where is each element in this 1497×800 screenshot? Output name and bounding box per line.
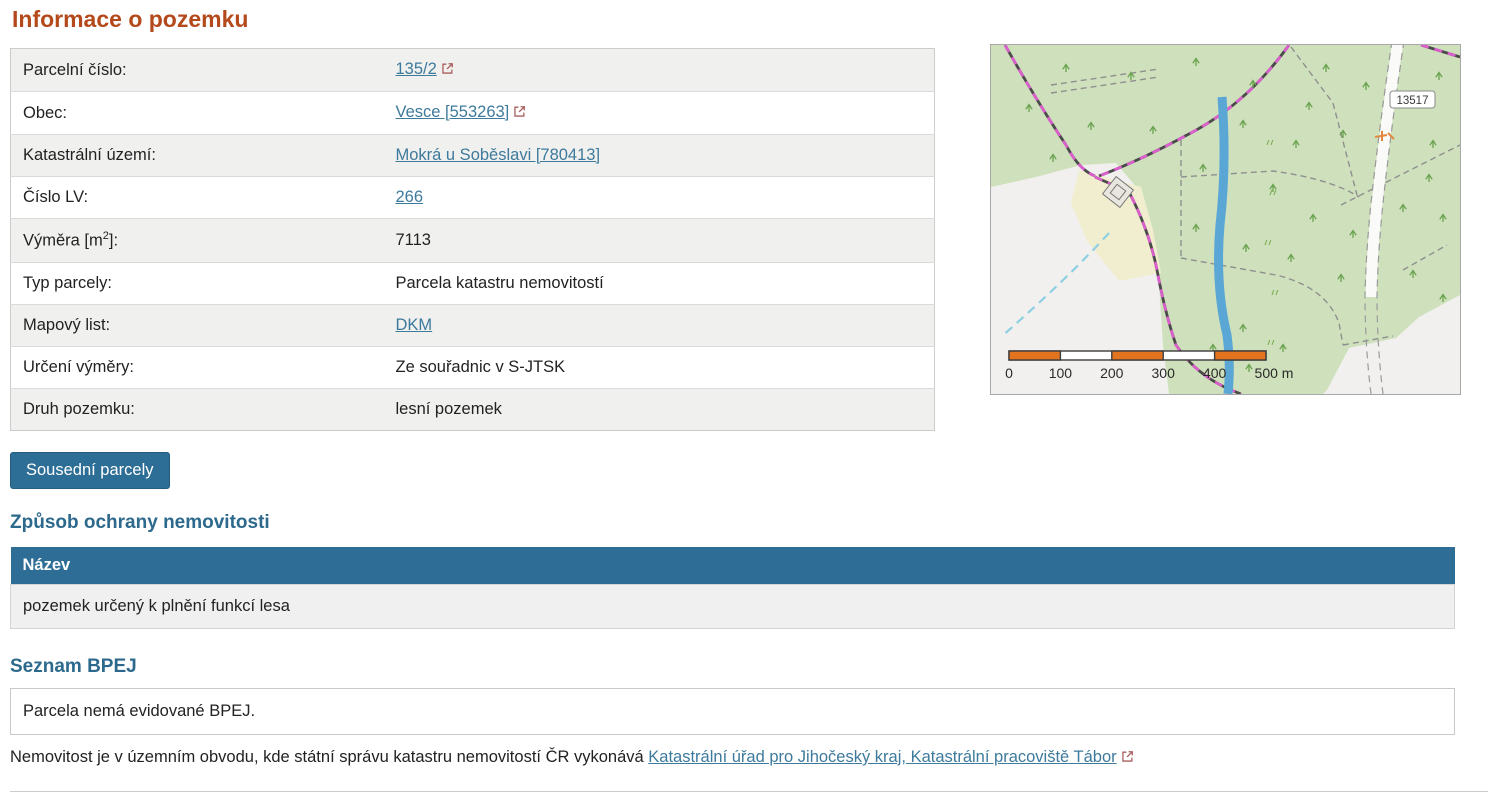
info-row-value-cell: DKM — [383, 303, 935, 346]
info-row-label: Typ parcely: — [10, 261, 384, 304]
info-row: Typ parcely: Parcela katastru nemovitostí — [10, 261, 935, 304]
info-value-link[interactable]: Vesce [553263] — [395, 103, 510, 121]
external-link-icon — [1121, 749, 1134, 768]
info-row: Určení výměry: Ze souřadnic v S-JTSK — [10, 345, 935, 388]
map-boundaries — [1003, 45, 1460, 394]
external-link-icon — [513, 104, 526, 123]
info-value-link[interactable]: 135/2 — [395, 60, 437, 78]
info-row-label: Číslo LV: — [10, 176, 384, 219]
info-row-value-cell: 135/2 — [383, 48, 935, 92]
info-row-value: lesní pozemek — [395, 399, 502, 418]
info-row-label: Druh pozemku: — [10, 387, 384, 430]
info-row-value: 7113 — [395, 230, 431, 249]
map-building-icon — [1101, 175, 1135, 209]
external-link-icon — [441, 61, 454, 80]
info-row-label: Určení výměry: — [10, 345, 384, 388]
info-row-label: Katastrální území: — [10, 134, 384, 177]
info-row: Mapový list: DKM — [10, 303, 935, 346]
scale-label: 100 — [1049, 365, 1073, 381]
protection-row: pozemek určený k plnění funkcí lesa — [10, 584, 1455, 629]
scale-label: 200 — [1100, 365, 1124, 381]
protection-table: Název pozemek určený k plnění funkcí les… — [10, 547, 1455, 629]
protection-row-value: pozemek určený k plnění funkcí lesa — [10, 584, 1455, 629]
info-row-value-cell: Mokrá u Soběslavi [780413] — [383, 134, 935, 177]
info-row-label: Obec: — [10, 91, 384, 135]
bpej-heading: Seznam BPEJ — [10, 656, 137, 677]
page-title: Informace o pozemku — [12, 6, 249, 32]
map-stream-dashed — [1000, 232, 1110, 338]
info-row: Obec: Vesce [553263] — [10, 91, 935, 135]
neighbors-button[interactable]: Sousední parcely — [10, 452, 170, 489]
protection-table-body: pozemek určený k plnění funkcí lesa — [10, 584, 1455, 629]
scale-label: 300 — [1152, 365, 1176, 381]
bottom-divider — [10, 791, 1488, 792]
map-road-badge: 13517 — [1389, 90, 1436, 109]
jurisdiction-note: Nemovitost je v územním obvodu, kde stát… — [10, 748, 1480, 768]
info-row-value-cell: Parcela katastru nemovitostí — [383, 261, 935, 304]
svg-text:13517: 13517 — [1397, 95, 1429, 107]
cadastral-map: 13517 — [991, 45, 1460, 394]
parcel-info-table: Parcelní číslo: 135/2 Obec: Vesce [553263] K… — [10, 48, 935, 431]
cadastral-office-link[interactable]: Katastrální úřad pro Jihočeský kraj, Kat… — [648, 748, 1117, 766]
info-row-value-cell: 7113 — [383, 218, 935, 262]
info-table-body: Parcelní číslo: 135/2 Obec: Vesce [553263] K… — [10, 48, 935, 430]
info-row-label: Parcelní číslo: — [10, 48, 384, 92]
protection-heading: Způsob ochrany nemovitosti — [10, 512, 270, 533]
map-field-patch — [1071, 170, 1161, 281]
map-paths — [1050, 46, 1460, 346]
map-feature-mark — [1374, 131, 1395, 141]
info-row-label: Mapový list: — [10, 303, 384, 346]
info-row: Výměra [m2]: 7113 — [10, 218, 935, 262]
info-row: Katastrální území: Mokrá u Soběslavi [780… — [10, 134, 935, 177]
info-value-link[interactable]: Mokrá u Soběslavi [780413] — [395, 146, 601, 164]
info-row-value-cell: Ze souřadnic v S-JTSK — [383, 345, 935, 388]
scale-label: 400 — [1203, 365, 1227, 381]
info-value-link[interactable]: 266 — [395, 188, 424, 206]
scale-label: 500 m — [1255, 365, 1294, 381]
info-row-value-cell: Vesce [553263] — [383, 91, 935, 135]
info-row-value-cell: 266 — [383, 176, 935, 219]
info-value-link[interactable]: DKM — [395, 315, 433, 334]
map-scale-labels: 0 100 200 300 400 500 m — [1005, 365, 1293, 381]
map-scale-bar: 0 100 200 300 400 500 m — [1005, 350, 1293, 381]
bpej-empty-box: Parcela nemá evidované BPEJ. — [10, 688, 1455, 735]
external-link-icon-slot — [1117, 748, 1134, 766]
info-row: Druh pozemku: lesní pozemek — [10, 387, 935, 430]
info-row: Parcelní číslo: 135/2 — [10, 48, 935, 92]
jurisdiction-text: Nemovitost je v územním obvodu, kde stát… — [10, 748, 649, 766]
scale-label: 0 — [1005, 365, 1013, 381]
info-row-label: Výměra [m2]: — [10, 218, 384, 262]
info-row-value: Parcela katastru nemovitostí — [395, 273, 604, 292]
info-row: Číslo LV: 266 — [10, 176, 935, 219]
info-row-value: Ze souřadnic v S-JTSK — [395, 357, 566, 376]
protection-column-header: Název — [10, 547, 1455, 585]
info-row-value-cell: lesní pozemek — [383, 387, 935, 430]
map-panel[interactable]: 13517 — [990, 44, 1461, 395]
